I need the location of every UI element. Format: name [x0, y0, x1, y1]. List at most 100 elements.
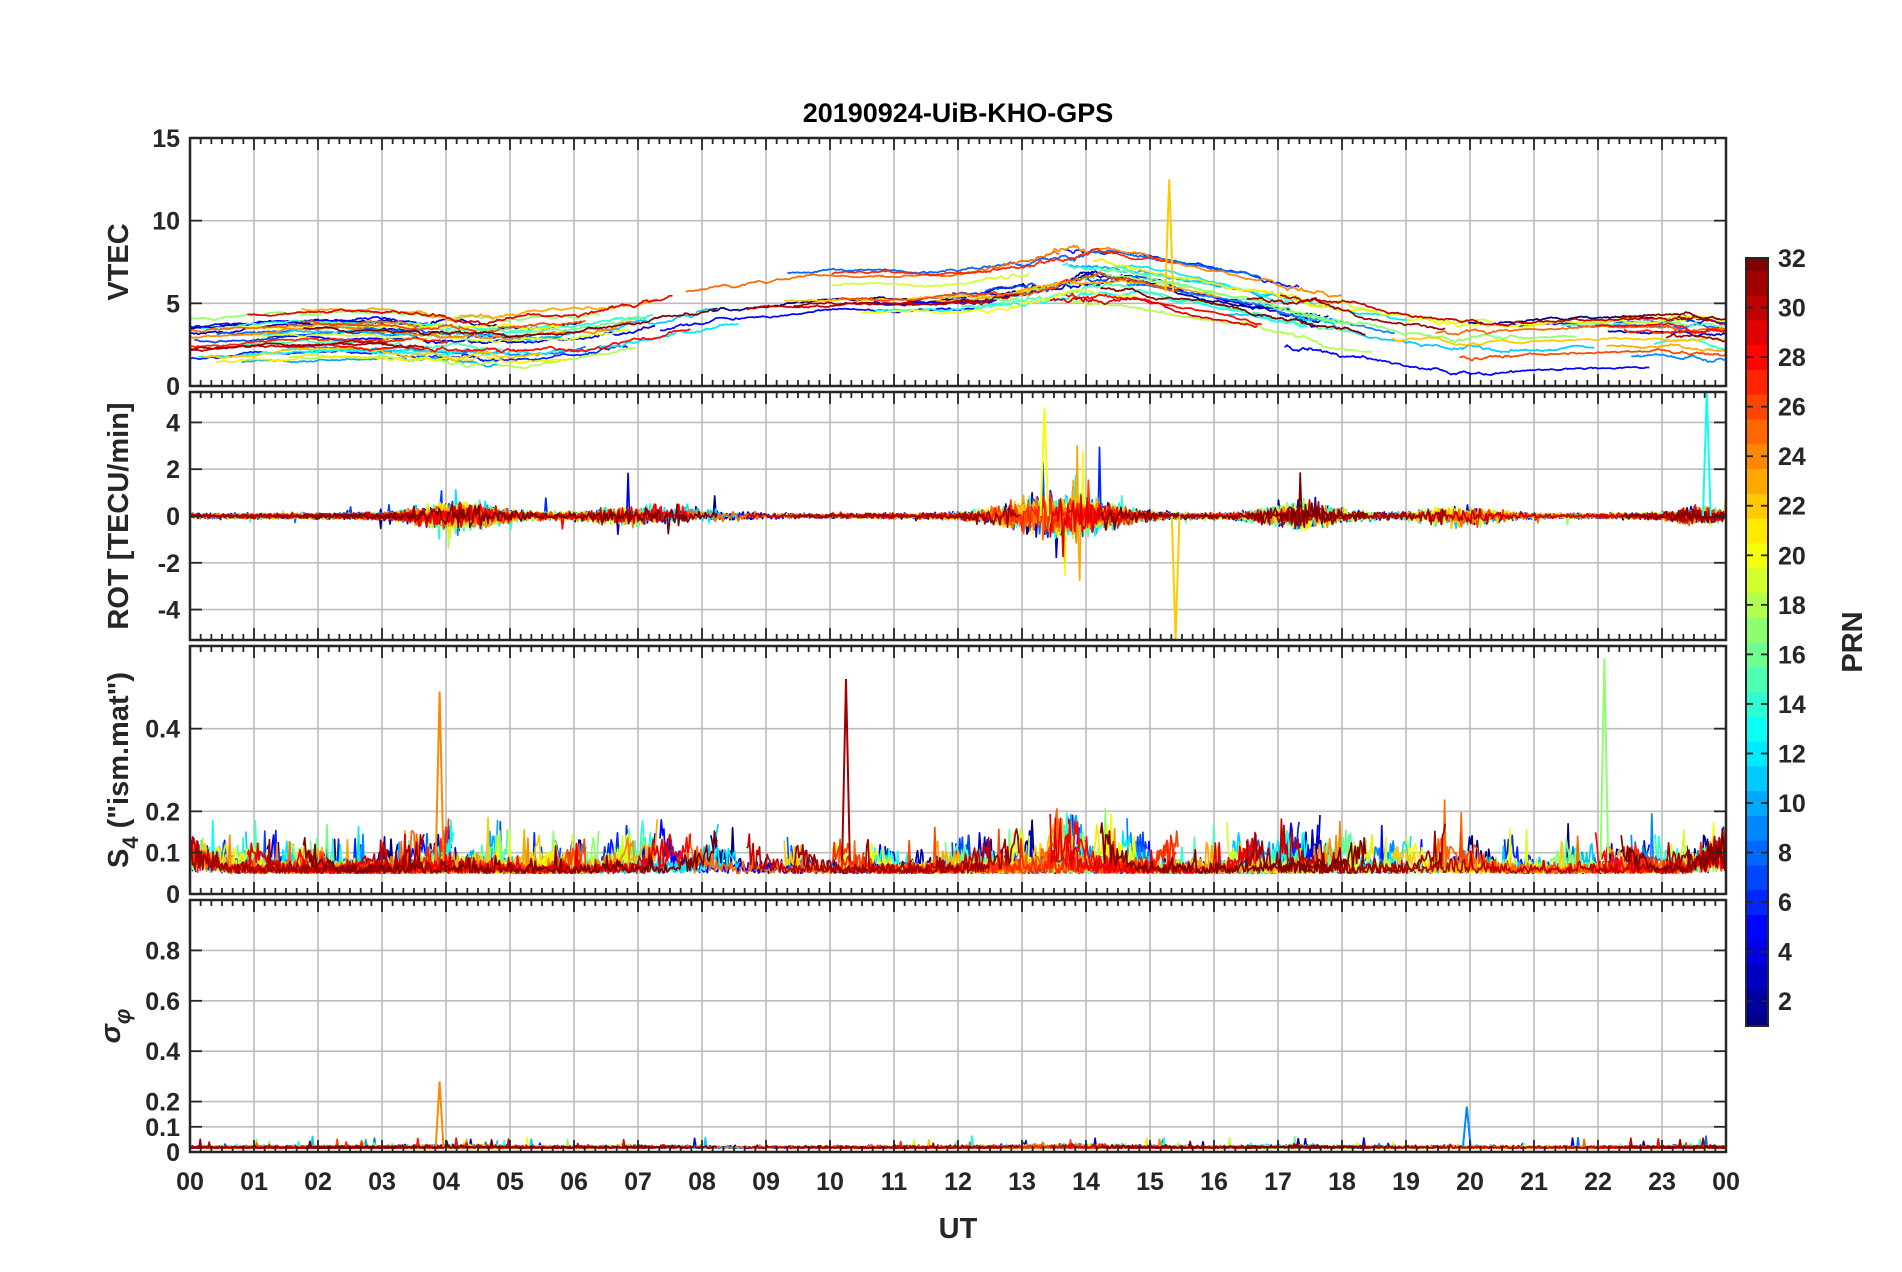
series-group-3	[190, 658, 1726, 875]
series-group-1	[190, 179, 1726, 376]
colorbar-tick-label: 20	[1778, 542, 1806, 570]
prn-32-trace	[1100, 287, 1366, 336]
colorbar-tick-label: 28	[1778, 344, 1806, 372]
y-tick-label: 0	[166, 1139, 180, 1167]
colorbar-tick-label: 8	[1778, 840, 1792, 868]
spike-prn-31	[841, 679, 851, 861]
x-tick-label: 05	[496, 1168, 524, 1196]
colorbar-tick-label: 24	[1778, 443, 1806, 471]
colorbar-swatch	[1746, 567, 1768, 593]
colorbar-swatch	[1746, 344, 1768, 370]
colorbar-swatch	[1746, 394, 1768, 420]
x-tick-label: 06	[560, 1168, 588, 1196]
prn-10-trace	[1069, 264, 1288, 301]
y-tick-label: 0.2	[145, 1089, 180, 1117]
series-group-2	[190, 392, 1726, 640]
prn-30-trace	[1279, 294, 1726, 327]
prn-32-trace	[1099, 472, 1367, 531]
prn-8-trace	[787, 249, 1262, 279]
colorbar-swatch	[1746, 369, 1768, 395]
prn-32-trace	[1620, 828, 1726, 873]
y-ticks-2: -4 -2 0 2 4	[158, 409, 1726, 625]
y-tick-label: 0.6	[145, 988, 180, 1016]
colorbar-swatch	[1746, 1013, 1768, 1027]
prn-28-trace	[296, 328, 691, 354]
x-tick-label: 14	[1072, 1168, 1100, 1196]
y-tick-label: 0.8	[145, 937, 180, 965]
x-tick-label: 02	[304, 1168, 332, 1196]
y-tick-label: 2	[166, 456, 180, 484]
prn-26-trace	[838, 271, 1179, 302]
colorbar-tick-label: 18	[1778, 592, 1806, 620]
colorbar-swatch	[1746, 889, 1768, 916]
y-ticks-1: 0 5 10 15	[152, 125, 1726, 401]
y-tick-label: 0.1	[145, 1114, 180, 1142]
colorbar-swatch	[1746, 518, 1768, 544]
y-ticks-3: 0 0.1 0.2 0.4	[145, 716, 1726, 909]
prn-26-trace	[1459, 348, 1726, 362]
prn-31-trace	[793, 506, 1020, 529]
prn-21-trace	[1092, 258, 1374, 313]
colorbar-swatch	[1746, 270, 1768, 296]
grid-4	[190, 900, 1726, 1152]
x-tick-label: 20	[1456, 1168, 1484, 1196]
colorbar-tick-label: 4	[1778, 939, 1792, 967]
colorbar-swatch	[1746, 765, 1768, 792]
colorbar-tick-label: 2	[1778, 988, 1792, 1016]
prn-25-trace	[685, 250, 1060, 293]
colorbar-swatch	[1746, 493, 1768, 519]
x-tick-label: 11	[881, 1168, 908, 1196]
prn-27-trace	[190, 336, 450, 348]
x-tick-label: 03	[368, 1168, 396, 1196]
colorbar-tick-label: 30	[1778, 295, 1806, 323]
x-tick-label: 00	[1712, 1168, 1740, 1196]
colorbar-frame	[1745, 257, 1769, 1027]
prn-32-trace	[1099, 822, 1367, 875]
prn-9-trace	[1631, 353, 1726, 363]
x-ticks-2	[189, 392, 1727, 640]
colorbar-swatch	[1746, 592, 1768, 618]
spike-prn-13	[1701, 392, 1712, 517]
colorbar-tick-label: 6	[1778, 889, 1792, 917]
prn-11-trace	[245, 307, 719, 343]
x-axis-label: UT	[939, 1213, 978, 1245]
x-tick-label: 09	[752, 1168, 780, 1196]
colorbar-swatch	[1746, 443, 1768, 470]
colorbar-swatch	[1746, 914, 1768, 940]
prn-14-trace	[201, 313, 653, 334]
panel-2: -4 -2 0 2 4 ROT [TECU/min]	[103, 390, 1728, 642]
prn-19-trace	[249, 328, 631, 344]
spike-prn-24	[434, 1081, 445, 1148]
prn-23-trace	[301, 298, 658, 322]
prn-29-trace	[1049, 296, 1258, 328]
y-tick-label: 0.1	[145, 840, 180, 868]
spike-prn-22	[1164, 179, 1175, 292]
figure-title: 20190924-UiB-KHO-GPS	[803, 98, 1114, 128]
spike-prn-9	[1461, 1106, 1472, 1148]
x-tick-label: 16	[1200, 1168, 1228, 1196]
colorbar-swatch	[1746, 790, 1768, 816]
prn-32-trace	[302, 503, 718, 535]
prn-32-trace	[302, 830, 718, 875]
prn-27-trace	[831, 247, 1176, 277]
prn-18-trace	[288, 346, 637, 370]
colorbar-tick-label: 12	[1778, 740, 1806, 768]
prn-15-trace	[961, 282, 1353, 333]
prn-22-trace	[784, 281, 1066, 303]
x-tick-label: 23	[1648, 1168, 1676, 1196]
spike-prn-20	[1039, 408, 1050, 517]
x-tick-label: 10	[816, 1168, 844, 1196]
colorbar-swatch	[1746, 815, 1768, 841]
prn-26-trace	[299, 319, 586, 334]
y-axis-label-1: VTEC	[103, 223, 135, 300]
x-tick-label: 12	[944, 1168, 972, 1196]
x-tick-label: 08	[688, 1168, 716, 1196]
x-ticks-4	[189, 900, 1727, 1152]
colorbar-swatch	[1746, 419, 1768, 445]
y-tick-label: 10	[152, 208, 180, 236]
colorbar-tick-label: 10	[1778, 790, 1806, 818]
y-tick-label: 0.4	[145, 716, 180, 744]
